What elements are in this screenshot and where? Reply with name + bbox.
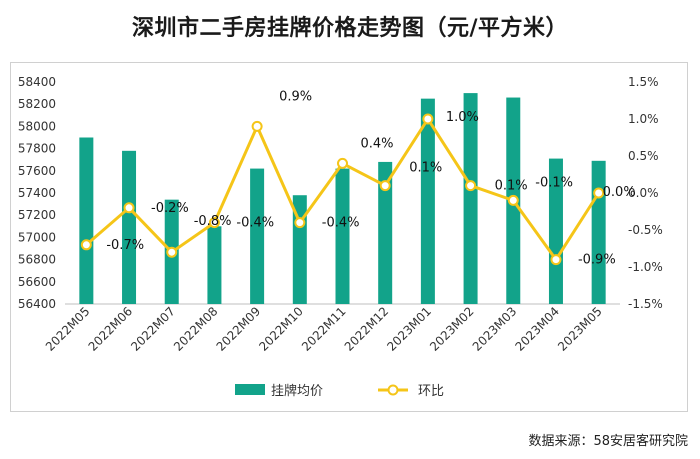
legend-label-line: 环比 <box>418 384 444 399</box>
bar-2022M05 <box>79 137 94 304</box>
mom-point <box>208 217 220 229</box>
mom-data-label: 0.1% <box>495 179 528 194</box>
mom-point <box>379 180 391 192</box>
mom-point <box>507 194 519 206</box>
y-left-tick-label: 57200 <box>18 208 56 222</box>
source-note: 数据来源：58安居客研究院 <box>528 434 688 449</box>
y-right-tick-label: 0.0% <box>628 186 659 200</box>
bar-2023M04 <box>548 158 563 304</box>
mom-point <box>166 246 178 258</box>
y-right-tick-label: -1.0% <box>628 260 663 274</box>
bar-2023M01 <box>420 98 435 305</box>
mom-data-label: -0.2% <box>151 201 189 216</box>
mom-data-label: -0.8% <box>194 214 232 229</box>
bar-2023M02 <box>463 93 478 304</box>
mom-point <box>465 180 477 192</box>
mom-data-label: 0.0% <box>603 185 636 200</box>
x-tick-label: 2022M10 <box>256 304 306 354</box>
mom-data-label: 0.4% <box>361 136 394 151</box>
x-tick-label: 2023M02 <box>427 304 477 354</box>
y-right-tick-label: -0.5% <box>628 223 663 237</box>
bar-2022M09 <box>250 168 265 304</box>
mom-data-label: -0.4% <box>322 216 360 231</box>
bar-2022M06 <box>122 150 137 304</box>
y-left-tick-label: 56400 <box>18 297 56 311</box>
mom-point <box>422 113 434 125</box>
bar-2023M05 <box>591 160 606 304</box>
y-left-tick-label: 57000 <box>18 230 56 244</box>
bar-2022M08 <box>207 226 222 304</box>
x-tick-label: 2022M07 <box>128 304 178 354</box>
mom-data-label: 0.1% <box>409 161 442 176</box>
chart-frame <box>10 62 688 412</box>
mom-point <box>80 239 92 251</box>
x-tick-label: 2022M11 <box>299 304 349 354</box>
y-left-tick-label: 58200 <box>18 97 56 111</box>
x-tick-label: 2023M01 <box>384 304 434 354</box>
mom-data-label: 0.9% <box>279 89 312 104</box>
x-tick-label: 2022M05 <box>43 304 93 354</box>
y-right-tick-label: 1.5% <box>628 75 659 89</box>
x-tick-label: 2023M03 <box>470 304 520 354</box>
y-right-tick-label: 1.0% <box>628 112 659 126</box>
mom-data-label: -0.1% <box>535 175 573 190</box>
x-tick-label: 2022M12 <box>342 304 392 354</box>
mom-point <box>294 217 306 229</box>
y-left-tick-label: 56600 <box>18 275 56 289</box>
y-right-tick-label: 0.5% <box>628 149 659 163</box>
mom-point <box>337 157 348 169</box>
y-left-tick-label: 57400 <box>18 186 56 200</box>
legend-swatch-bar <box>235 384 265 395</box>
y-left-tick-label: 57600 <box>18 164 56 178</box>
mom-point <box>251 120 263 132</box>
mom-point <box>550 254 562 266</box>
mom-data-label: -0.4% <box>236 216 274 231</box>
mom-point <box>593 187 605 199</box>
x-tick-label: 2022M08 <box>171 304 221 354</box>
mom-data-label: -0.7% <box>106 238 144 253</box>
mom-data-label: 1.0% <box>446 110 479 125</box>
x-tick-label: 2022M09 <box>214 304 264 354</box>
y-right-tick-label: -1.5% <box>628 297 663 311</box>
y-left-tick-label: 58000 <box>18 119 56 133</box>
y-left-tick-label: 56800 <box>18 253 56 267</box>
legend-swatch-point <box>387 384 399 396</box>
bar-2022M11 <box>335 168 350 304</box>
bar-2022M12 <box>378 161 393 304</box>
chart-title: 深圳市二手房挂牌价格走势图（元/平方米） <box>131 16 569 41</box>
legend-label-bar: 挂牌均价 <box>271 383 323 399</box>
y-left-tick-label: 57800 <box>18 142 56 156</box>
mom-point <box>123 202 135 214</box>
y-left-tick-label: 58400 <box>18 75 56 89</box>
x-tick-label: 2022M06 <box>86 304 136 354</box>
x-tick-label: 2023M05 <box>555 304 605 354</box>
mom-data-label: -0.9% <box>578 253 616 268</box>
x-tick-label: 2023M04 <box>512 304 562 354</box>
